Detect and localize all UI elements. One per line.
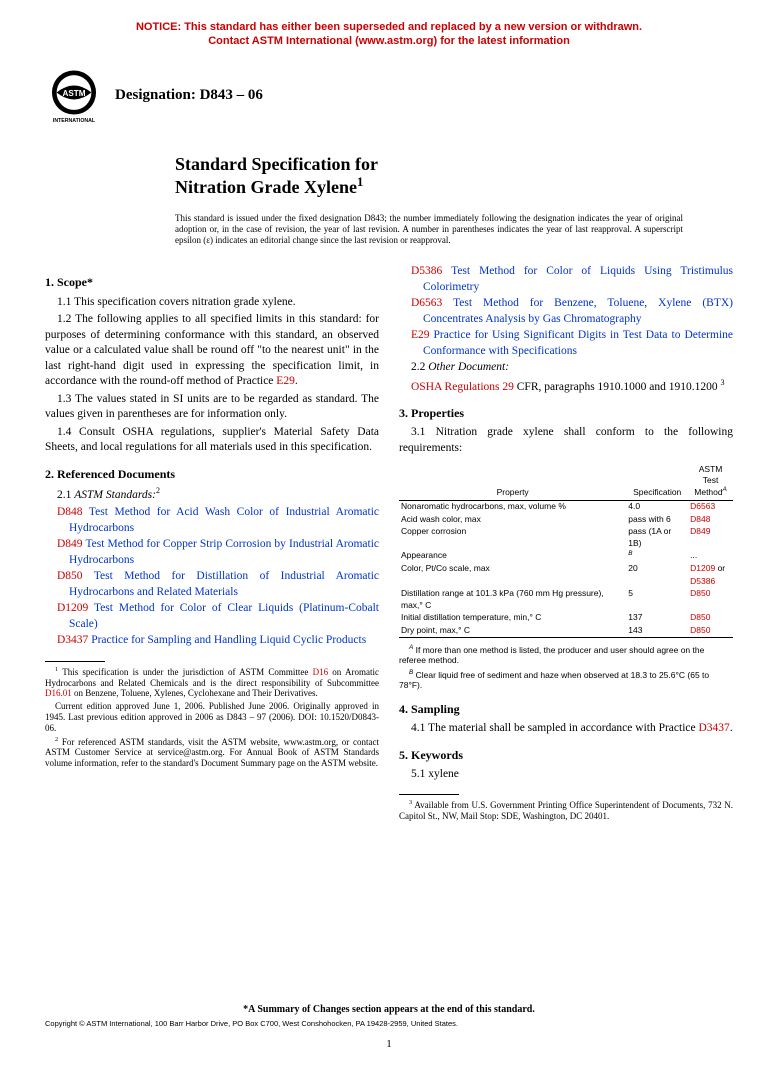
table-row: Acid wash color, maxpass with 6D848 (399, 513, 733, 525)
copyright: Copyright © ASTM International, 100 Barr… (45, 1019, 733, 1028)
para-1-4: 1.4 Consult OSHA regulations, supplier's… (45, 425, 379, 456)
ref-text[interactable]: Practice for Sampling and Handling Liqui… (88, 634, 366, 646)
table-note-a: A If more than one method is listed, the… (399, 644, 733, 666)
ref-text[interactable]: Test Method for Color of Clear Liquids (… (69, 602, 379, 630)
notice-line2: Contact ASTM International (www.astm.org… (208, 35, 570, 47)
ref-code[interactable]: D5386 (411, 265, 442, 277)
table-row: D5386 (399, 575, 733, 587)
table-note-b: B Clear liquid free of sediment and haze… (399, 669, 733, 691)
header: ASTM INTERNATIONAL Designation: D843 – 0… (45, 67, 733, 125)
table-row: Dry point, max,° C143D850 (399, 624, 733, 637)
ref-text[interactable]: Test Method for Copper Strip Corrosion b… (69, 538, 379, 566)
ref-code[interactable]: D1209 (57, 602, 88, 614)
notice-line1: NOTICE: This standard has either been su… (136, 21, 642, 33)
link-d16[interactable]: D16 (313, 667, 329, 677)
svg-text:ASTM: ASTM (63, 89, 86, 98)
ref-osha: OSHA Regulations 29 CFR, paragraphs 1910… (399, 378, 733, 395)
ref-list-right: D5386 Test Method for Color of Liquids U… (399, 264, 733, 359)
link-d3437[interactable]: D3437 (699, 722, 730, 734)
designation: Designation: D843 – 06 (115, 87, 263, 104)
footnote-1b: Current edition approved June 1, 2006. P… (45, 701, 379, 733)
table-row: Color, Pt/Co scale, max20D1209 or (399, 563, 733, 575)
link-d1601[interactable]: D16.01 (45, 688, 72, 698)
section-5-head: 5. Keywords (399, 747, 733, 763)
para-3-1: 3.1 Nitration grade xylene shall conform… (399, 425, 733, 456)
table-row: Initial distillation temperature, min,° … (399, 612, 733, 624)
table-row: AppearanceB... (399, 550, 733, 563)
ref-code[interactable]: D6563 (411, 297, 442, 309)
table-row: Distillation range at 101.3 kPa (760 mm … (399, 588, 733, 612)
section-1-head: 1. Scope* (45, 274, 379, 290)
ref-text[interactable]: Test Method for Acid Wash Color of Indus… (69, 506, 379, 534)
footnote-2: 2 For referenced ASTM standards, visit t… (45, 736, 379, 769)
ref-text[interactable]: Test Method for Distillation of Industri… (69, 570, 379, 598)
left-column: 1. Scope* 1.1 This specification covers … (45, 264, 379, 824)
section-2-head: 2. Referenced Documents (45, 466, 379, 482)
properties-table: Property Specification ASTM TestMethodA … (399, 463, 733, 638)
ref-item: D1209 Test Method for Color of Clear Liq… (45, 601, 379, 632)
para-5-1: 5.1 xylene (399, 767, 733, 783)
page-number: 1 (45, 1038, 733, 1050)
ref-text[interactable]: Test Method for Color of Liquids Using T… (423, 265, 733, 293)
summary-line: *A Summary of Changes section appears at… (45, 1004, 733, 1015)
title-l2: Nitration Grade Xylene (175, 177, 357, 197)
subhead-2-1: 2.1 ASTM Standards:2 (45, 486, 379, 503)
ref-code[interactable]: D850 (57, 570, 83, 582)
section-3-head: 3. Properties (399, 405, 733, 421)
notice-banner: NOTICE: This standard has either been su… (45, 20, 733, 49)
para-1-2: 1.2 The following applies to all specifi… (45, 312, 379, 390)
ref-code[interactable]: D3437 (57, 634, 88, 646)
ref-item: D3437 Practice for Sampling and Handling… (45, 633, 379, 649)
body-columns: 1. Scope* 1.1 This specification covers … (45, 264, 733, 824)
para-1-1: 1.1 This specification covers nitration … (45, 295, 379, 311)
section-4-head: 4. Sampling (399, 701, 733, 717)
ref-item: D5386 Test Method for Color of Liquids U… (399, 264, 733, 295)
page: NOTICE: This standard has either been su… (0, 0, 778, 1070)
ref-item: D848 Test Method for Acid Wash Color of … (45, 505, 379, 536)
title-l1: Standard Specification for (175, 154, 378, 174)
th-method: ASTM TestMethodA (688, 463, 733, 501)
th-spec: Specification (626, 463, 688, 501)
footnote-3: 3 Available from U.S. Government Printin… (399, 799, 733, 822)
ref-item: D6563 Test Method for Benzene, Toluene, … (399, 296, 733, 327)
ref-code[interactable]: E29 (411, 329, 430, 341)
ref-item: D850 Test Method for Distillation of Ind… (45, 569, 379, 600)
link-osha[interactable]: OSHA Regulations 29 (411, 381, 514, 393)
subhead-2-2: 2.2 Other Document: (399, 360, 733, 376)
para-4-1: 4.1 The material shall be sampled in acc… (399, 721, 733, 737)
footnote-rule (45, 661, 105, 662)
link-e29[interactable]: E29 (276, 375, 295, 387)
astm-logo: ASTM INTERNATIONAL (45, 67, 103, 125)
issuance-note: This standard is issued under the fixed … (175, 213, 733, 247)
table-row: Nonaromatic hydrocarbons, max, volume %4… (399, 500, 733, 513)
ref-text[interactable]: Test Method for Benzene, Toluene, Xylene… (423, 297, 733, 325)
ref-code[interactable]: D848 (57, 506, 83, 518)
ref-text[interactable]: Practice for Using Significant Digits in… (423, 329, 733, 357)
title-block: Standard Specification for Nitration Gra… (175, 153, 733, 199)
footnote-1: 1 This specification is under the jurisd… (45, 666, 379, 699)
ref-list-left: D848 Test Method for Acid Wash Color of … (45, 505, 379, 649)
svg-text:INTERNATIONAL: INTERNATIONAL (53, 118, 96, 124)
th-property: Property (399, 463, 626, 501)
ref-code[interactable]: D849 (57, 538, 83, 550)
footnote-rule-r (399, 794, 459, 795)
ref-item: D849 Test Method for Copper Strip Corros… (45, 537, 379, 568)
right-column: D5386 Test Method for Color of Liquids U… (399, 264, 733, 824)
ref-item: E29 Practice for Using Significant Digit… (399, 328, 733, 359)
table-row: Copper corrosionpass (1A or 1B)D849 (399, 526, 733, 550)
para-1-3: 1.3 The values stated in SI units are to… (45, 392, 379, 423)
